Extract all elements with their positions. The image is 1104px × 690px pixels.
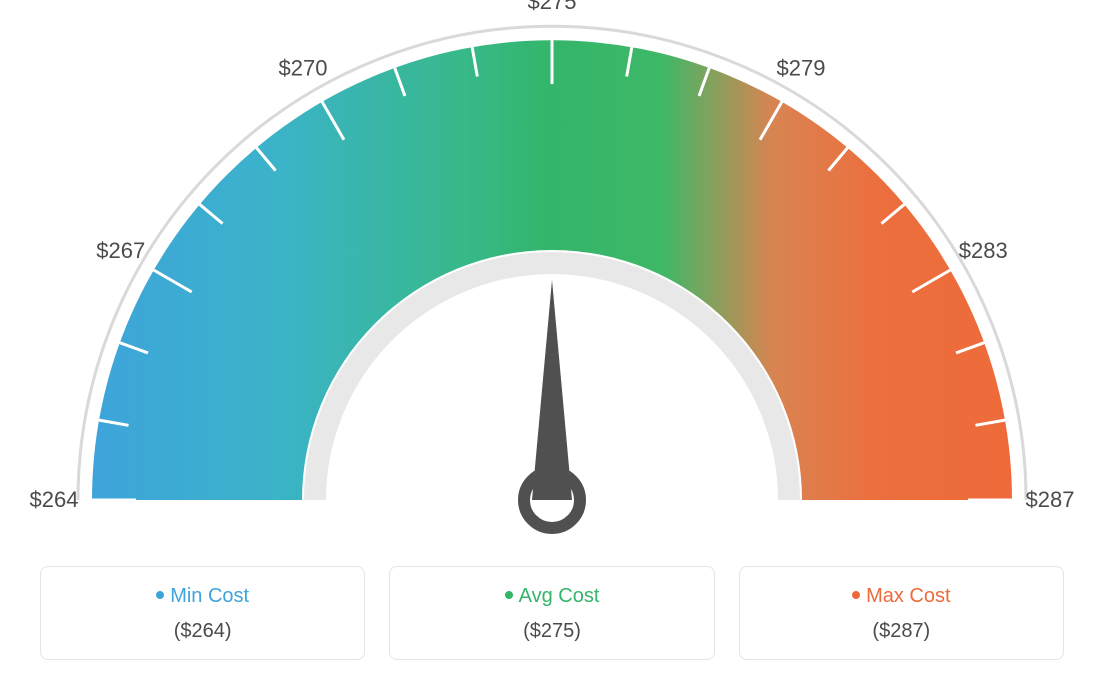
dot-icon — [505, 591, 513, 599]
legend-card-avg: Avg Cost ($275) — [389, 566, 714, 660]
gauge-tick-label: $287 — [1026, 487, 1075, 512]
legend-card-min: Min Cost ($264) — [40, 566, 365, 660]
gauge-area: $264 $267 $270 $275 $279 $283 $287 — [0, 0, 1104, 560]
legend-avg-label: Avg Cost — [519, 585, 600, 607]
legend-max-title: Max Cost — [750, 585, 1053, 608]
gauge-tick-label: $275 — [528, 0, 577, 14]
legend-max-label: Max Cost — [866, 585, 950, 607]
gauge-tick-label: $283 — [959, 238, 1008, 263]
legend-max-value: ($287) — [750, 620, 1053, 643]
chart-container: $264 $267 $270 $275 $279 $283 $287 Min Cost ($… — [0, 0, 1104, 690]
legend-min-label: Min Cost — [170, 585, 249, 607]
legend-card-max: Max Cost ($287) — [739, 566, 1064, 660]
gauge-tick-label: $264 — [30, 487, 79, 512]
legend-min-title: Min Cost — [51, 585, 354, 608]
legend-avg-value: ($275) — [400, 620, 703, 643]
dot-icon — [156, 591, 164, 599]
gauge-tick-label: $267 — [96, 238, 145, 263]
gauge-tick-label: $270 — [279, 56, 328, 81]
gauge-svg: $264 $267 $270 $275 $279 $283 $287 — [0, 0, 1104, 560]
legend-avg-title: Avg Cost — [400, 585, 703, 608]
dot-icon — [852, 591, 860, 599]
legend-row: Min Cost ($264) Avg Cost ($275) Max Cost… — [40, 566, 1064, 660]
legend-min-value: ($264) — [51, 620, 354, 643]
gauge-tick-label: $279 — [777, 56, 826, 81]
